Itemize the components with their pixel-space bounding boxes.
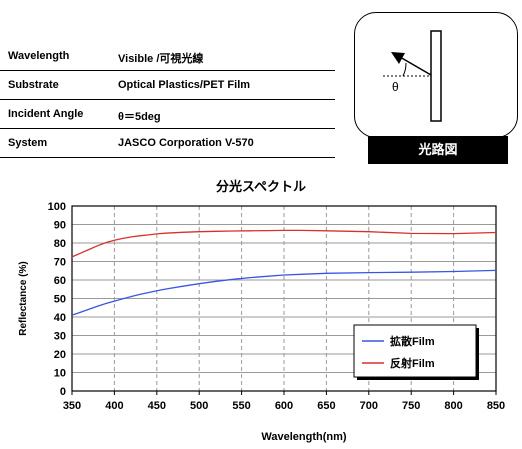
info-value: Optical Plastics/PET Film bbox=[118, 79, 251, 91]
x-tick-label: 700 bbox=[360, 400, 378, 412]
x-tick-label: 450 bbox=[148, 400, 166, 412]
angle-arc bbox=[402, 62, 407, 77]
x-tick-label: 400 bbox=[105, 400, 123, 412]
info-row-wavelength: Wavelength Visible /可視光線 bbox=[0, 42, 335, 71]
y-tick-label: 40 bbox=[54, 312, 66, 324]
info-label: Incident Angle bbox=[8, 108, 84, 120]
optical-path-diagram: θ bbox=[354, 12, 518, 138]
angle-symbol: θ bbox=[392, 80, 399, 94]
info-label: Wavelength bbox=[8, 50, 70, 62]
x-tick-label: 650 bbox=[317, 400, 335, 412]
info-row-incident-angle: Incident Angle θ＝5deg bbox=[0, 100, 335, 129]
y-tick-label: 90 bbox=[54, 220, 66, 232]
plot-frame bbox=[71, 205, 497, 392]
y-tick-label: 50 bbox=[54, 294, 66, 306]
y-tick-label: 0 bbox=[60, 386, 66, 398]
optical-path-drawing: θ bbox=[383, 30, 442, 122]
x-tick-label: 350 bbox=[63, 400, 81, 412]
x-axis-label: Wavelength(nm) bbox=[261, 431, 346, 443]
info-label: System bbox=[8, 137, 48, 149]
info-row-substrate: Substrate Optical Plastics/PET Film bbox=[0, 71, 335, 100]
x-tick-label: 500 bbox=[190, 400, 208, 412]
info-value: Visible /可視光線 bbox=[118, 53, 204, 65]
sample-plate bbox=[430, 30, 442, 122]
info-table: Wavelength Visible /可視光線 Substrate Optic… bbox=[0, 42, 335, 158]
info-value: JASCO Corporation V-570 bbox=[118, 137, 254, 149]
y-tick-label: 80 bbox=[54, 238, 66, 250]
info-row-system: System JASCO Corporation V-570 bbox=[0, 129, 335, 158]
info-value: θ＝5deg bbox=[118, 111, 161, 123]
y-tick-label: 10 bbox=[54, 368, 66, 380]
diagram-caption: 光路図 bbox=[368, 136, 508, 164]
legend-label-0: 拡散Film bbox=[390, 334, 435, 348]
x-tick-label: 750 bbox=[402, 400, 420, 412]
series-line-0 bbox=[71, 269, 497, 316]
info-label: Substrate bbox=[8, 79, 59, 91]
y-tick-label: 60 bbox=[54, 275, 66, 287]
ray-arrowhead-icon bbox=[391, 52, 405, 64]
chart-title: 分光スペクトル bbox=[215, 179, 307, 194]
x-tick-label: 850 bbox=[487, 400, 505, 412]
legend-label-1: 反射Film bbox=[390, 356, 435, 370]
y-tick-label: 20 bbox=[54, 349, 66, 361]
y-tick-label: 100 bbox=[48, 201, 66, 213]
y-tick-label: 30 bbox=[54, 331, 66, 343]
series-line-1 bbox=[71, 229, 497, 258]
legend-box bbox=[353, 324, 477, 378]
x-tick-label: 600 bbox=[275, 400, 293, 412]
y-axis-label: Reflectance (%) bbox=[18, 261, 29, 335]
x-tick-label: 800 bbox=[444, 400, 462, 412]
incident-ray bbox=[399, 56, 432, 76]
y-tick-label: 70 bbox=[54, 257, 66, 269]
x-tick-label: 550 bbox=[232, 400, 250, 412]
